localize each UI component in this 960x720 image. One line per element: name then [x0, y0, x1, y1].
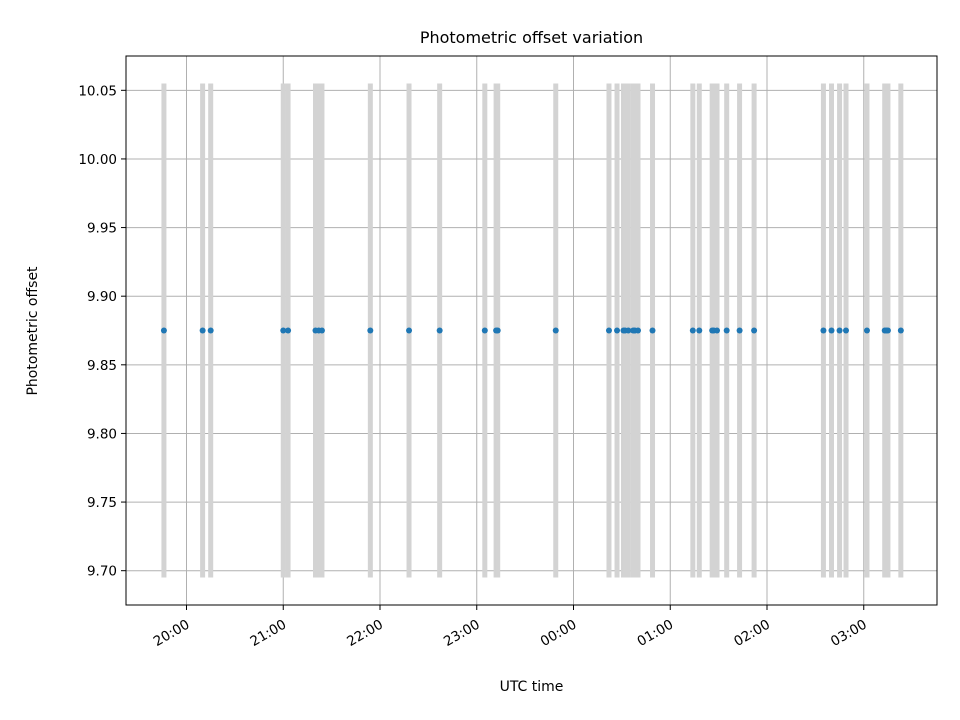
data-point — [625, 327, 632, 334]
data-point — [863, 327, 870, 334]
plot-frame — [125, 55, 938, 606]
x-tick-label: 20:00 — [151, 617, 193, 650]
data-point — [285, 327, 292, 334]
data-point — [280, 327, 287, 334]
data-point — [318, 327, 325, 334]
y-tick-label: 10.00 — [78, 152, 117, 168]
y-tick-label: 9.85 — [87, 358, 117, 374]
data-point — [897, 327, 904, 334]
data-point — [751, 327, 758, 334]
y-axis-label: Photometric offset — [25, 266, 41, 396]
chart-title: Photometric offset variation — [420, 28, 643, 47]
data-point — [494, 327, 501, 334]
data-point — [836, 327, 843, 334]
data-point — [884, 327, 891, 334]
data-point — [481, 327, 488, 334]
plot-background — [126, 56, 937, 605]
data-point — [552, 327, 559, 334]
data-point — [714, 327, 721, 334]
x-tick-label: 01:00 — [635, 617, 677, 650]
data-point — [820, 327, 827, 334]
x-tick-label: 22:00 — [344, 617, 386, 650]
x-tick-label: 23:00 — [441, 617, 483, 650]
x-tick-label: 21:00 — [248, 617, 290, 650]
y-tick-label: 9.80 — [87, 426, 117, 442]
data-point — [696, 327, 703, 334]
plot-border — [125, 55, 938, 606]
data-point — [614, 327, 621, 334]
data-point — [828, 327, 835, 334]
data-point — [436, 327, 443, 334]
data-point — [367, 327, 374, 334]
y-tick-label: 9.70 — [87, 564, 117, 580]
data-point — [207, 327, 214, 334]
y-tick-label: 9.95 — [87, 221, 117, 237]
data-point — [649, 327, 656, 334]
data-point — [689, 327, 696, 334]
y-tick-label: 9.90 — [87, 289, 117, 305]
x-tick-label: 03:00 — [828, 617, 870, 650]
x-tick-label: 02:00 — [731, 617, 773, 650]
x-axis-label: UTC time — [500, 679, 564, 695]
data-point — [199, 327, 206, 334]
y-tick-label: 9.75 — [87, 495, 117, 511]
data-points — [160, 327, 904, 334]
x-axis-ticks: 20:00 21:00 22:00 23:00 00:00 01:00 02:00 03:00 — [151, 605, 870, 650]
y-axis-ticks: 9.70 9.75 9.80 9.85 9.90 9.95 10.00 10.05 — [78, 83, 126, 580]
data-point — [635, 327, 641, 334]
y-tick-label: 10.05 — [78, 83, 117, 99]
x-tick-label: 00:00 — [538, 617, 580, 650]
data-point — [843, 327, 850, 334]
data-point — [723, 327, 730, 334]
data-point — [736, 327, 743, 334]
data-point — [406, 327, 413, 334]
plot-area — [126, 56, 937, 605]
data-point — [605, 327, 612, 334]
data-point — [160, 327, 167, 334]
grid-lines — [126, 56, 937, 605]
